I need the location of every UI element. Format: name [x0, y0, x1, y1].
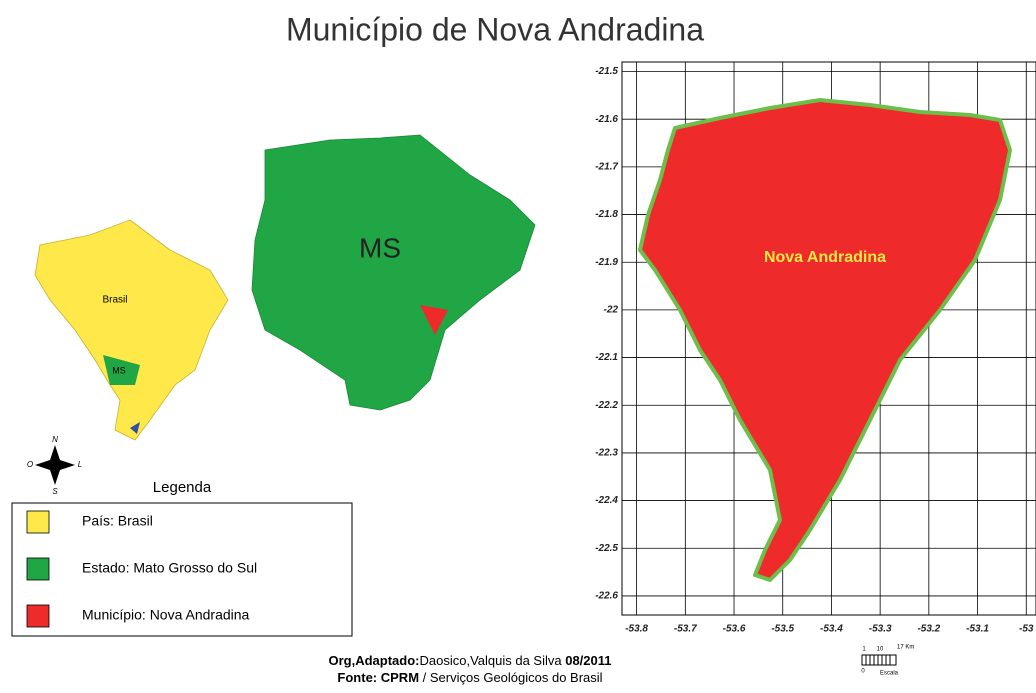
x-tick-label: -53.7: [674, 624, 697, 635]
legend-box: [11, 502, 353, 637]
coast-detail: [130, 422, 140, 434]
credits-line2: Fonte: CPRM / Serviços Geológicos do Bra…: [337, 670, 602, 685]
x-tick-label: -53.5: [771, 624, 794, 635]
y-tick-label: -22.5: [595, 543, 618, 554]
credit-part: Fonte: CPRM: [337, 670, 419, 685]
credit-part: Daosico,Valquis da Silva: [419, 653, 565, 668]
x-tick-label: -53.8: [625, 624, 648, 635]
legend-label: Município: Nova Andradina: [82, 607, 250, 623]
compass-n: N: [52, 435, 58, 444]
x-tick-label: -53.6: [723, 624, 746, 635]
municipality-small: [420, 305, 448, 335]
compass-o: O: [27, 460, 33, 469]
compass: N S O L: [27, 435, 82, 496]
y-tick-label: -21.9: [595, 257, 618, 268]
scale-caption: Escala: [880, 671, 899, 677]
y-tick-label: -22.3: [595, 448, 618, 459]
scale-zero: 0: [861, 669, 865, 675]
compass-l: L: [78, 460, 82, 469]
scale-bar: 1 10 17 Km 0 Escala: [861, 645, 914, 677]
municipality-label: Nova Andradina: [764, 249, 886, 266]
legend-title: Legenda: [153, 479, 212, 496]
y-tick-label: -22: [604, 305, 619, 316]
brazil-label: Brasil: [102, 295, 127, 306]
scale-label: 10: [877, 647, 884, 653]
credits-line1: Org,Adaptado:Daosico,Valquis da Silva 08…: [328, 653, 611, 668]
x-tick-label: -53.3: [869, 624, 892, 635]
legend-swatch: [26, 557, 50, 581]
compass-s: S: [52, 487, 58, 496]
x-tick-label: -53.4: [820, 624, 843, 635]
y-tick-label: -22.4: [595, 495, 618, 506]
y-tick-label: -22.1: [595, 352, 618, 363]
x-tick-label: -53.1: [966, 624, 989, 635]
x-tick-label: -53: [1019, 624, 1034, 635]
ms-small-label: MS: [112, 365, 126, 375]
y-tick-label: -21.8: [595, 209, 618, 220]
credit-part: / Serviços Geológicos do Brasil: [419, 670, 603, 685]
ms-label: MS: [359, 232, 401, 263]
legend-label: País: Brasil: [82, 513, 153, 529]
legend-label: Estado: Mato Grosso do Sul: [82, 560, 257, 576]
municipality-shape: [638, 98, 1012, 582]
y-tick-label: -21.6: [595, 114, 618, 125]
credit-part: 08/2011: [565, 653, 611, 668]
y-tick-label: -22.6: [595, 591, 618, 602]
title: Município de Nova Andradina: [286, 11, 704, 47]
legend-swatch: [26, 510, 50, 534]
brazil-shape: [34, 219, 229, 441]
scale-label: 17 Km: [897, 645, 914, 651]
ms-small-shape: [103, 355, 140, 385]
ms-shape: [251, 134, 536, 411]
x-tick-label: -53.2: [917, 624, 940, 635]
legend-swatch: [26, 604, 50, 628]
scale-label: 1: [862, 647, 866, 653]
y-tick-label: -22.2: [595, 400, 618, 411]
y-tick-label: -21.5: [595, 66, 618, 77]
y-tick-label: -21.7: [595, 162, 618, 173]
credit-part: Org,Adaptado:: [328, 653, 419, 668]
